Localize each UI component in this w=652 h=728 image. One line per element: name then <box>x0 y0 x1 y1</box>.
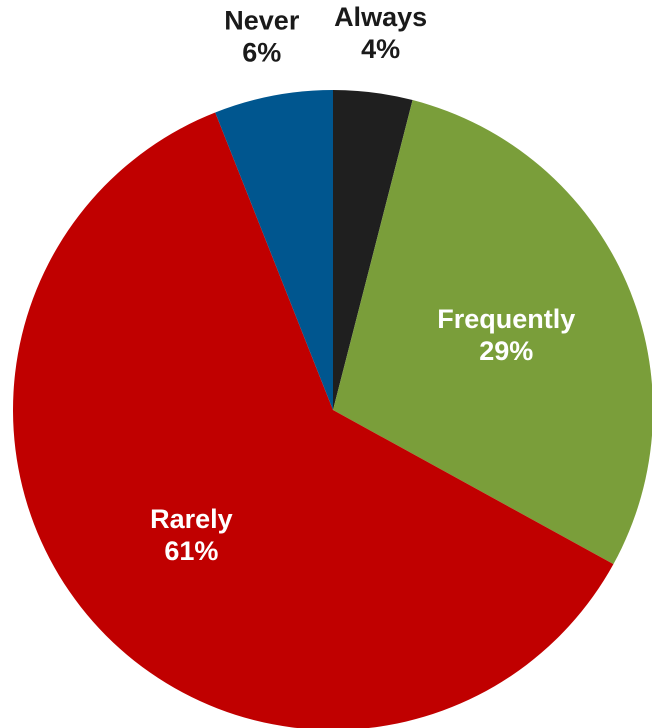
slice-label-always: Always <box>334 2 427 32</box>
pie-slice-never <box>215 90 333 410</box>
slice-value-frequently: 29% <box>479 336 533 366</box>
slice-value-always: 4% <box>361 34 400 64</box>
pie-slice-rarely <box>13 112 614 728</box>
slice-label-never: Never <box>224 6 300 36</box>
pie-slice-always <box>333 90 413 410</box>
slice-label-rarely: Rarely <box>150 504 233 534</box>
slice-value-never: 6% <box>242 38 281 68</box>
pie-slices <box>13 90 652 728</box>
slice-value-rarely: 61% <box>164 536 218 566</box>
pie-slice-frequently <box>333 100 652 565</box>
slice-label-frequently: Frequently <box>437 304 575 334</box>
